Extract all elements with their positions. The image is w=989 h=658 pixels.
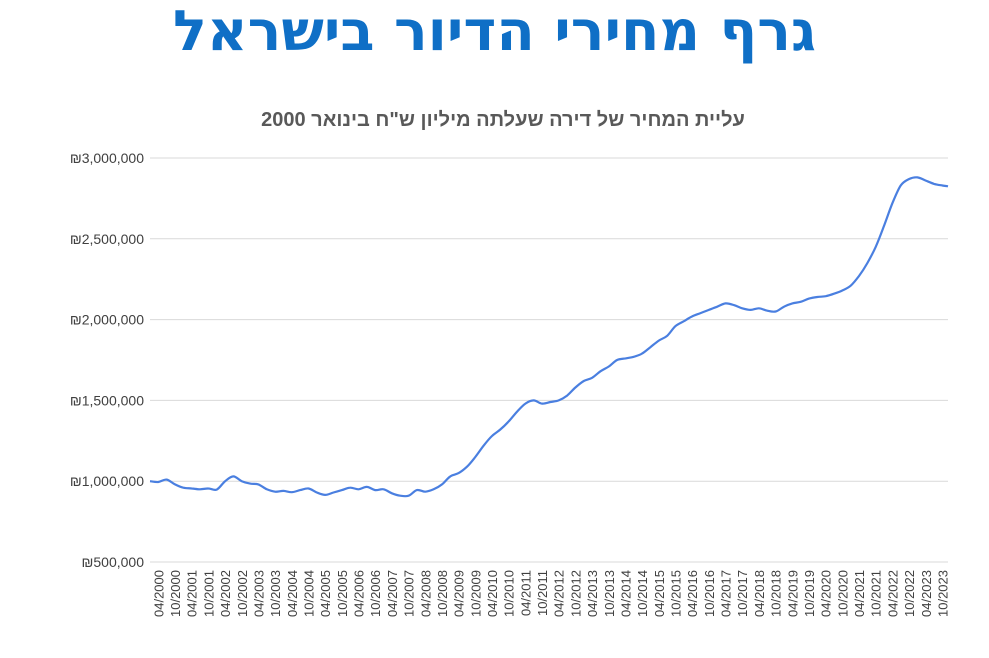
x-tick-label: 10/2006 xyxy=(368,570,383,617)
y-tick-label: ₪3,000,000 xyxy=(70,150,144,166)
y-tick-label: ₪1,500,000 xyxy=(70,392,144,408)
x-tick-label: 04/2014 xyxy=(618,570,633,617)
x-tick-label: 10/2015 xyxy=(669,570,684,617)
x-tick-label: 04/2023 xyxy=(919,570,934,617)
x-tick-label: 10/2023 xyxy=(935,570,950,617)
x-tick-label: 10/2008 xyxy=(435,570,450,617)
x-tick-label: 10/2014 xyxy=(635,570,650,617)
x-tick-label: 10/2022 xyxy=(902,570,917,617)
y-tick-label: ₪1,000,000 xyxy=(70,473,144,489)
x-tick-label: 04/2001 xyxy=(185,570,200,617)
x-tick-label: 10/2000 xyxy=(168,570,183,617)
x-tick-label: 10/2009 xyxy=(468,570,483,617)
y-axis-ticks: ₪500,000 ₪1,000,000 ₪1,500,000 ₪2,000,000 ₪2… xyxy=(70,150,144,570)
x-tick-label: 04/2019 xyxy=(785,570,800,617)
x-tick-label: 04/2015 xyxy=(652,570,667,617)
gridlines xyxy=(150,157,948,563)
y-tick-label: ₪500,000 xyxy=(82,554,145,570)
x-axis-ticks: 04/2000 10/2000 04/2001 10/2001 04/2002 10/20… xyxy=(151,570,950,617)
y-tick-label: ₪2,500,000 xyxy=(70,231,144,247)
x-tick-label: 04/2012 xyxy=(552,570,567,617)
x-tick-label: 10/2010 xyxy=(502,570,517,617)
x-tick-label: 10/2001 xyxy=(201,570,216,617)
x-tick-label: 10/2017 xyxy=(735,570,750,617)
x-tick-label: 04/2013 xyxy=(585,570,600,617)
x-tick-label: 04/2002 xyxy=(218,570,233,617)
chart-subtitle: עליית המחיר של דירה שעלתה מיליון ש"ח בינ… xyxy=(261,109,745,131)
price-line xyxy=(149,176,949,498)
x-tick-label: 10/2011 xyxy=(535,570,550,616)
x-tick-label: 10/2018 xyxy=(769,570,784,617)
x-tick-label: 04/2007 xyxy=(385,570,400,617)
x-tick-label: 04/2020 xyxy=(819,570,834,617)
x-tick-label: 10/2021 xyxy=(869,570,884,617)
x-tick-label: 04/2005 xyxy=(318,570,333,617)
x-tick-label: 04/2004 xyxy=(285,570,300,617)
x-tick-label: 10/2005 xyxy=(335,570,350,617)
x-tick-label: 10/2003 xyxy=(268,570,283,617)
x-tick-label: 04/2008 xyxy=(418,570,433,617)
x-tick-label: 04/2011 xyxy=(518,570,533,616)
x-tick-label: 04/2016 xyxy=(685,570,700,617)
page-title: גרף מחירי הדיור בישראל xyxy=(173,0,816,64)
x-tick-label: 04/2017 xyxy=(719,570,734,617)
x-tick-label: 04/2018 xyxy=(752,570,767,617)
x-tick-label: 04/2021 xyxy=(852,570,867,617)
x-tick-label: 10/2007 xyxy=(402,570,417,617)
x-tick-label: 04/2009 xyxy=(452,570,467,617)
x-tick-label: 04/2010 xyxy=(485,570,500,617)
x-tick-label: 10/2013 xyxy=(602,570,617,617)
x-tick-label: 10/2019 xyxy=(802,570,817,617)
x-tick-label: 10/2012 xyxy=(568,570,583,617)
x-tick-label: 04/2022 xyxy=(885,570,900,617)
x-tick-label: 10/2004 xyxy=(301,570,316,617)
x-tick-label: 10/2002 xyxy=(235,570,250,617)
x-tick-label: 10/2016 xyxy=(702,570,717,617)
x-tick-label: 04/2000 xyxy=(151,570,166,617)
x-tick-label: 04/2006 xyxy=(352,570,367,617)
y-tick-label: ₪2,000,000 xyxy=(70,312,144,328)
x-tick-label: 10/2020 xyxy=(835,570,850,617)
x-tick-label: 04/2003 xyxy=(251,570,266,617)
price-series xyxy=(149,176,949,498)
